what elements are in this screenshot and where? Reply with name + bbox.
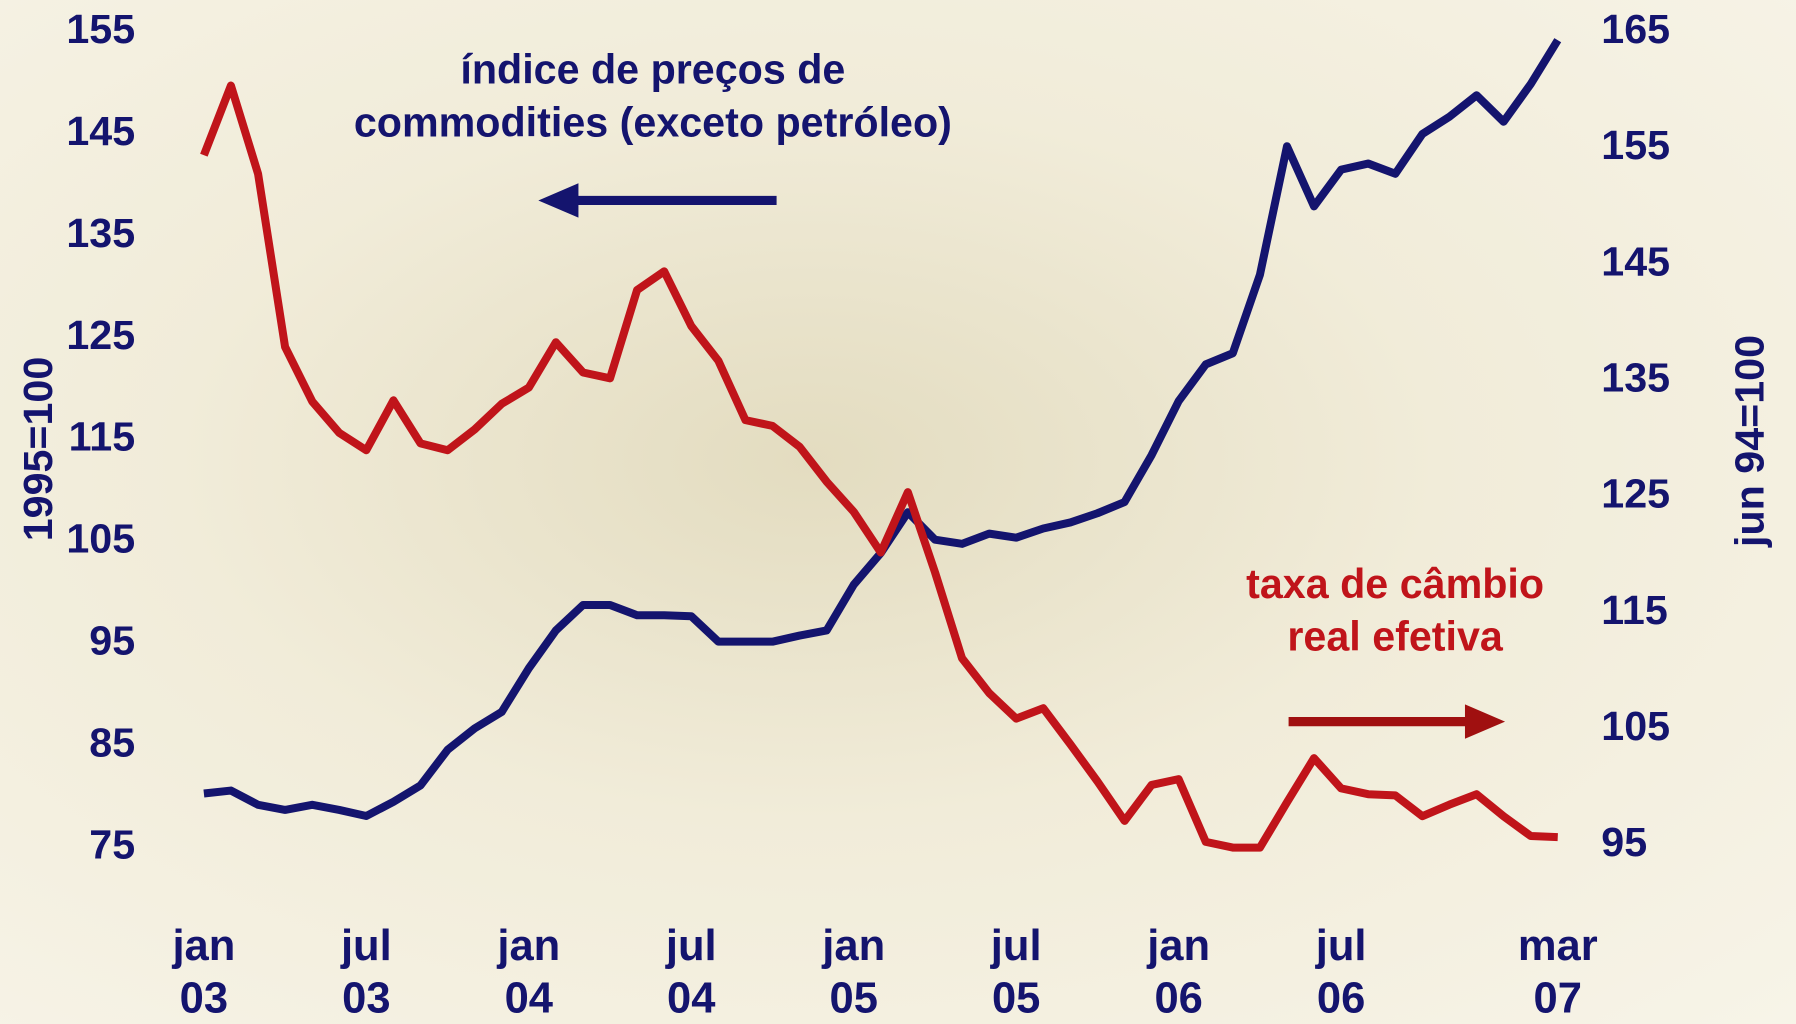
- y-tick-label: 105: [66, 516, 135, 562]
- y2-tick-label: 105: [1601, 703, 1670, 749]
- series-annotation: índice de preços de commodities (exceto …: [252, 44, 1054, 149]
- x-tick-label: jan 04: [460, 920, 597, 1024]
- y-tick-label: 155: [66, 6, 135, 52]
- page: 1995=100 jun 94=100 75 85 95 105 115 125 135 14…: [0, 0, 1796, 1024]
- chart: 1995=100 jun 94=100 75 85 95 105 115 125 135 14…: [0, 0, 1796, 1024]
- x-tick-label: jul 04: [623, 920, 760, 1024]
- x-tick-label: mar 07: [1489, 920, 1626, 1024]
- x-tick-label: jul 06: [1272, 920, 1409, 1024]
- y-tick-label: 145: [66, 108, 135, 154]
- arrow-head: [538, 183, 578, 217]
- y-tick-label: 135: [66, 210, 135, 256]
- x-tick-label: jan 06: [1110, 920, 1247, 1024]
- y2-tick-label: 165: [1601, 6, 1670, 52]
- y-tick-label: 95: [89, 618, 135, 664]
- y2-axis-label: jun 94=100: [1726, 335, 1772, 548]
- y-axis-label: 1995=100: [15, 357, 61, 542]
- series-annotation: taxa de câmbio real efetiva: [1166, 558, 1624, 663]
- y-tick-label: 85: [89, 720, 135, 766]
- x-tick-label: jul 05: [947, 920, 1084, 1024]
- y-tick-label: 125: [66, 312, 135, 358]
- x-tick-label: jan 05: [785, 920, 922, 1024]
- x-tick-label: jul 03: [298, 920, 435, 1024]
- line-series: [204, 86, 1558, 848]
- arrow-head: [1465, 704, 1505, 738]
- chart-area: 1995=100 jun 94=100 75 85 95 105 115 125 135 14…: [0, 0, 1796, 1024]
- y2-tick-label: 95: [1601, 819, 1647, 865]
- y-tick-label: 75: [89, 821, 135, 867]
- y2-tick-label: 135: [1601, 354, 1670, 400]
- y2-tick-label: 155: [1601, 122, 1670, 168]
- y2-tick-label: 145: [1601, 238, 1670, 284]
- x-tick-label: jan 03: [135, 920, 272, 1024]
- y-tick-label: 115: [69, 414, 136, 460]
- y2-tick-label: 125: [1601, 471, 1670, 517]
